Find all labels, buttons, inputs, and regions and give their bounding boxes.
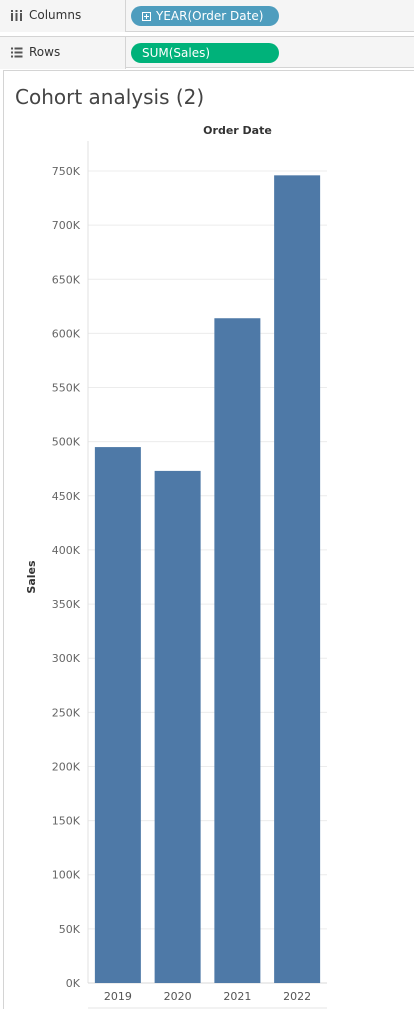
y-tick-label: 700K xyxy=(52,219,81,232)
y-tick-label: 250K xyxy=(52,706,81,719)
column-header-label: Order Date xyxy=(203,124,272,137)
rows-icon xyxy=(11,47,23,58)
rows-shelf: Rows SUM(Sales) xyxy=(0,36,414,69)
y-tick-label: 350K xyxy=(52,598,81,611)
bar-2020[interactable] xyxy=(154,470,201,983)
sheet-title[interactable]: Cohort analysis (2) xyxy=(15,85,205,109)
y-tick-label: 0K xyxy=(66,977,81,990)
y-tick-label: 650K xyxy=(52,273,81,286)
sum-sales-pill[interactable]: SUM(Sales) xyxy=(131,43,279,63)
y-tick-label: 150K xyxy=(52,815,81,828)
x-tick-label: 2019 xyxy=(104,990,132,1003)
y-axis-label: Sales xyxy=(25,560,38,594)
rows-label: Rows xyxy=(29,45,61,59)
sales-bar-chart: Order Date Sales 0K 50K 100K 150K 200K 250K 300K… xyxy=(25,124,327,1009)
worksheet: Cohort analysis (2) Order Date Sales 0K 50K… xyxy=(3,70,414,1009)
columns-shelf: Columns YEAR(Order Date) xyxy=(0,0,414,32)
y-tick-label: 300K xyxy=(52,652,81,665)
rows-shelf-header: Rows xyxy=(0,37,126,69)
bar-2021[interactable] xyxy=(214,318,261,983)
expand-plus-icon[interactable] xyxy=(142,12,151,21)
y-tick-label: 750K xyxy=(52,165,81,178)
y-tick-label: 400K xyxy=(52,544,81,557)
year-order-date-pill-label: YEAR(Order Date) xyxy=(156,9,264,23)
y-tick-label: 450K xyxy=(52,490,81,503)
y-tick-label: 500K xyxy=(52,436,81,449)
bar-2022[interactable] xyxy=(274,175,321,983)
columns-label: Columns xyxy=(29,8,82,22)
columns-shelf-header: Columns xyxy=(0,0,126,32)
x-tick-label: 2021 xyxy=(223,990,251,1003)
bar-2019[interactable] xyxy=(94,447,141,984)
year-order-date-pill[interactable]: YEAR(Order Date) xyxy=(131,6,279,26)
x-tick-label: 2020 xyxy=(164,990,192,1003)
y-tick-label: 200K xyxy=(52,760,81,773)
y-tick-label: 100K xyxy=(52,869,81,882)
sum-sales-pill-label: SUM(Sales) xyxy=(142,46,211,60)
y-tick-label: 50K xyxy=(59,923,81,936)
columns-icon xyxy=(11,10,22,21)
y-tick-label: 600K xyxy=(52,327,81,340)
x-tick-label: 2022 xyxy=(283,990,311,1003)
y-tick-label: 550K xyxy=(52,382,81,395)
